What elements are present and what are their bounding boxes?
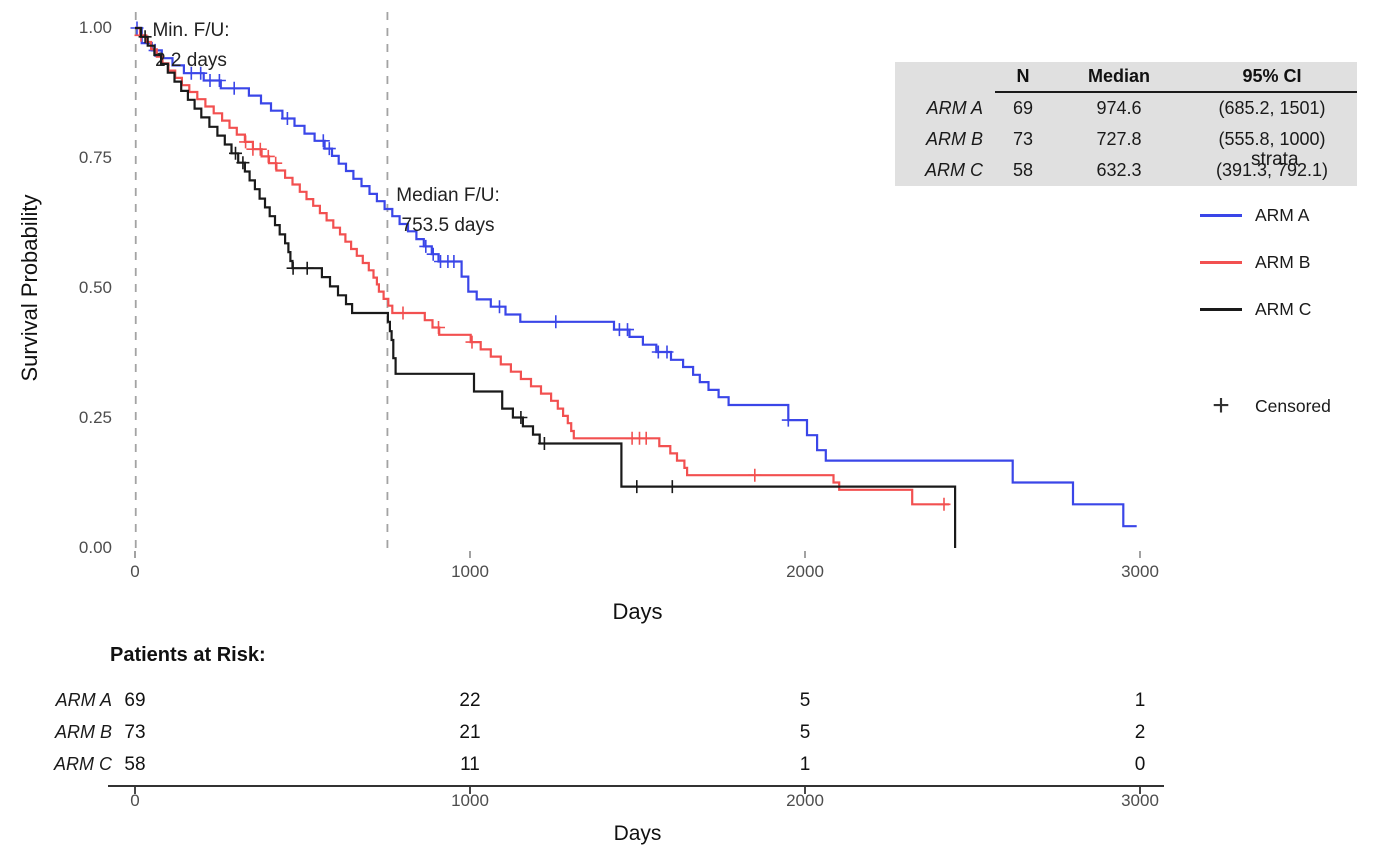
x-tick-label: 3000 xyxy=(1121,562,1159,581)
summary-row-ci: (685.2, 1501) xyxy=(1218,98,1326,118)
risk-row-arm-label: ARM C xyxy=(54,754,112,774)
min-followup-annotation: Min. F/U: 2.2 days xyxy=(130,16,252,76)
risk-x-tick-label: 0 xyxy=(130,791,140,810)
summary-header-median: Median xyxy=(1051,62,1187,93)
arm-c-line-swatch xyxy=(1200,308,1242,311)
legend-item-censored: + Censored xyxy=(1200,386,1331,426)
risk-x-tick-label: 3000 xyxy=(1121,791,1159,810)
legend-label: ARM C xyxy=(1255,299,1312,319)
legend: ARM A ARM B ARM C xyxy=(1200,192,1311,333)
summary-row-n: 69 xyxy=(1012,98,1034,118)
risk-row-arm-label: ARM A xyxy=(55,690,112,710)
y-tick-label: 0.25 xyxy=(78,408,112,427)
risk-x-axis-label: Days xyxy=(613,822,662,845)
legend-label: ARM B xyxy=(1255,252,1311,272)
summary-header-n: N xyxy=(995,62,1051,93)
arm-a-line-swatch xyxy=(1200,214,1242,217)
censored-label: Censored xyxy=(1255,395,1331,416)
risk-count: 1 xyxy=(1134,690,1146,711)
summary-row-median: 727.8 xyxy=(1096,129,1142,149)
y-tick-label: 1.00 xyxy=(78,18,112,37)
x-axis-label: Days xyxy=(612,599,663,624)
summary-row-n: 58 xyxy=(1012,160,1034,180)
x-tick-label: 1000 xyxy=(451,562,489,581)
risk-count: 22 xyxy=(459,690,481,711)
summary-row-arm-label: ARM B xyxy=(925,129,983,149)
risk-count: 0 xyxy=(1134,754,1146,775)
summary-row-n: 73 xyxy=(1012,129,1034,149)
risk-x-tick-label: 1000 xyxy=(451,791,489,810)
risk-table-title: Patients at Risk: xyxy=(110,644,266,666)
summary-header-empty xyxy=(895,62,995,93)
summary-row-ci: (391.3, 792.1) xyxy=(1215,160,1329,180)
summary-row-ci: (555.8, 1000) xyxy=(1218,129,1326,149)
y-tick-label: 0.00 xyxy=(78,538,112,557)
risk-count: 58 xyxy=(124,754,146,775)
risk-count: 21 xyxy=(459,722,481,743)
summary-row-median: 974.6 xyxy=(1096,98,1142,118)
median-followup-annotation: Median F/U: 753.5 days xyxy=(385,181,511,241)
median-followup-line1: Median F/U: xyxy=(396,185,500,206)
legend-label: ARM A xyxy=(1255,205,1310,225)
summary-table: N Median 95% CI ARM A 69 974.6 (685.2, 1… xyxy=(895,62,1357,186)
arm-b-line-swatch xyxy=(1200,261,1242,264)
x-tick-label: 0 xyxy=(130,562,140,581)
y-tick-label: 0.75 xyxy=(78,148,112,167)
y-tick-label: 0.50 xyxy=(78,278,112,297)
risk-count: 5 xyxy=(799,690,811,711)
legend-title: strata xyxy=(1251,149,1299,170)
risk-x-tick-label: 2000 xyxy=(786,791,824,810)
summary-row-median: 632.3 xyxy=(1096,160,1142,180)
median-followup-line2: 753.5 days xyxy=(401,215,495,236)
risk-count: 73 xyxy=(124,722,146,743)
risk-count: 1 xyxy=(799,754,811,775)
risk-count: 69 xyxy=(124,690,146,711)
legend-item-arm-b: ARM B xyxy=(1200,239,1311,286)
legend-item-arm-c: ARM C xyxy=(1200,286,1311,333)
risk-count: 2 xyxy=(1134,722,1146,743)
summary-row-arm-label: ARM C xyxy=(925,160,983,180)
summary-header-ci: 95% CI xyxy=(1187,62,1357,93)
min-followup-line2: 2.2 days xyxy=(155,50,227,71)
plus-icon: + xyxy=(1212,389,1230,422)
min-followup-line1: Min. F/U: xyxy=(152,20,230,41)
summary-row-arm-label: ARM A xyxy=(926,98,983,118)
risk-count: 5 xyxy=(799,722,811,743)
risk-row-arm-label: ARM B xyxy=(54,722,112,742)
risk-count: 11 xyxy=(460,754,480,775)
legend-item-arm-a: ARM A xyxy=(1200,192,1311,239)
x-tick-label: 2000 xyxy=(786,562,824,581)
